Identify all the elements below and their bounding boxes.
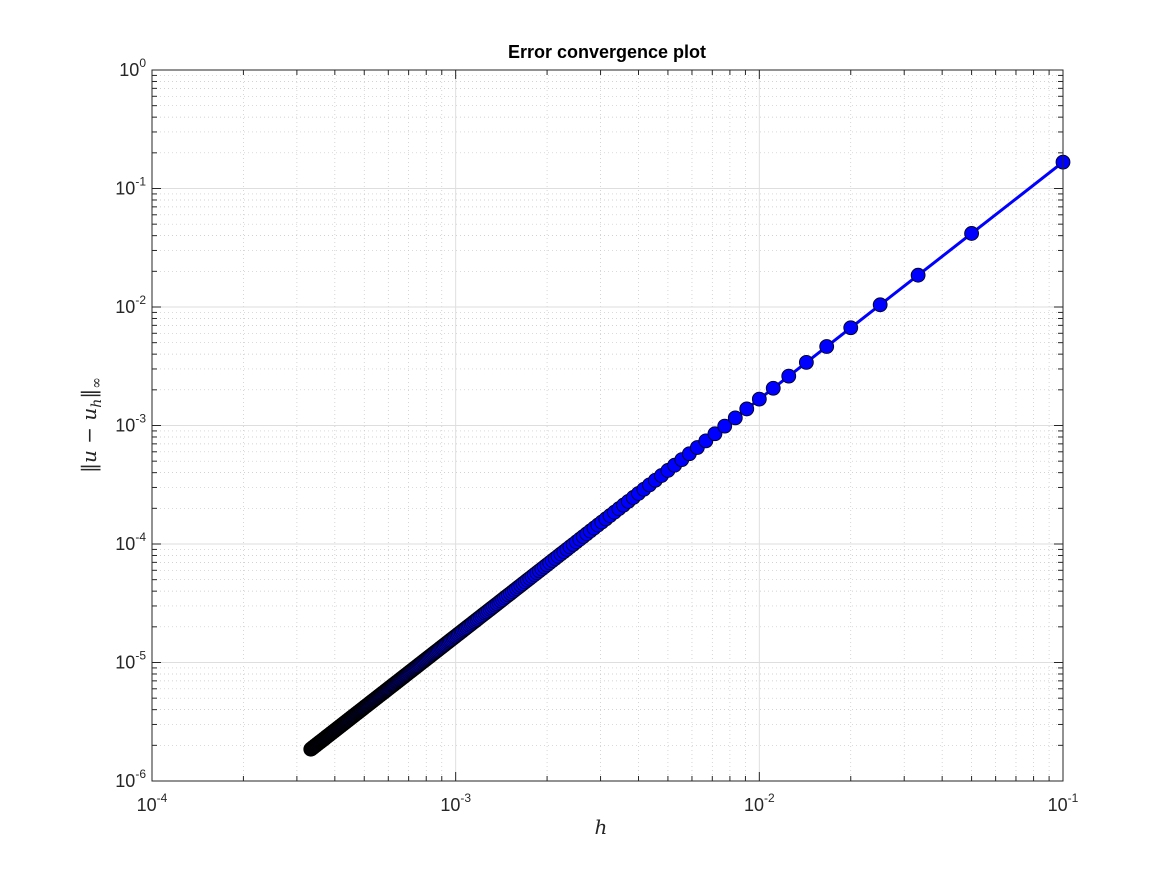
x-tick-label: 10-1 xyxy=(1048,791,1079,815)
x-axis-label: h xyxy=(595,815,608,839)
y-label-minus: − xyxy=(77,421,101,450)
y-tick-base: 10 xyxy=(115,534,135,554)
x-tick-exponent: -4 xyxy=(157,791,168,805)
y-tick-exponent: -4 xyxy=(135,530,146,544)
data-point xyxy=(872,297,888,313)
x-tick-labels: 10-4 10-3 10-2 10-1 xyxy=(137,791,1079,815)
data-point xyxy=(843,320,859,336)
y-label-u: u xyxy=(77,450,101,463)
x-tick-base: 10 xyxy=(137,795,157,815)
x-tick-label: 10-3 xyxy=(440,791,471,815)
y-label-norm-open: ‖ xyxy=(77,463,102,473)
y-tick-base: 10 xyxy=(119,60,139,80)
y-tick-label: 10-3 xyxy=(115,412,146,436)
x-tick-base: 10 xyxy=(440,795,460,815)
y-tick-label: 100 xyxy=(119,56,146,80)
x-tick-exponent: -1 xyxy=(1068,791,1079,805)
x-tick-exponent: -2 xyxy=(764,791,775,805)
y-tick-label: 10-2 xyxy=(115,293,146,317)
y-tick-base: 10 xyxy=(115,297,135,317)
x-tick-exponent: -3 xyxy=(460,791,471,805)
y-label-norm-close: ‖ xyxy=(77,389,102,399)
y-tick-base: 10 xyxy=(115,416,135,436)
data-point xyxy=(964,226,979,241)
data-point xyxy=(781,368,797,384)
y-tick-label: 10-1 xyxy=(115,175,146,199)
data-point xyxy=(751,391,767,407)
y-tick-exponent: -6 xyxy=(135,767,146,781)
y-tick-base: 10 xyxy=(115,771,135,791)
data-point xyxy=(910,267,926,283)
y-tick-exponent: -5 xyxy=(135,649,146,663)
y-axis-label: ‖u − uh‖∞ xyxy=(77,377,105,473)
x-tick-base: 10 xyxy=(1048,795,1068,815)
y-label-uh: u xyxy=(77,408,101,421)
data-point xyxy=(765,380,781,396)
data-point xyxy=(717,418,733,434)
chart-title: Error convergence plot xyxy=(508,42,706,62)
y-tick-base: 10 xyxy=(115,653,135,673)
y-tick-exponent: -1 xyxy=(135,175,146,189)
y-label-sub-inf: ∞ xyxy=(89,377,105,389)
y-tick-exponent: -2 xyxy=(135,293,146,307)
data-point xyxy=(739,401,755,417)
x-tick-label: 10-4 xyxy=(137,791,168,815)
x-tick-base: 10 xyxy=(744,795,764,815)
data-point xyxy=(819,339,835,354)
data-point xyxy=(727,410,743,426)
tick-marks xyxy=(151,69,1064,782)
x-tick-label: 10-2 xyxy=(744,791,775,815)
y-tick-label: 10-4 xyxy=(115,530,146,554)
data-series xyxy=(303,154,1071,757)
data-point xyxy=(798,354,814,370)
y-tick-exponent: 0 xyxy=(139,56,146,70)
data-point xyxy=(707,426,723,442)
y-tick-exponent: -3 xyxy=(135,412,146,426)
y-tick-base: 10 xyxy=(115,179,135,199)
y-tick-label: 10-5 xyxy=(115,649,146,673)
y-tick-label: 10-6 xyxy=(115,767,146,791)
y-label-sub-h: h xyxy=(89,399,105,408)
